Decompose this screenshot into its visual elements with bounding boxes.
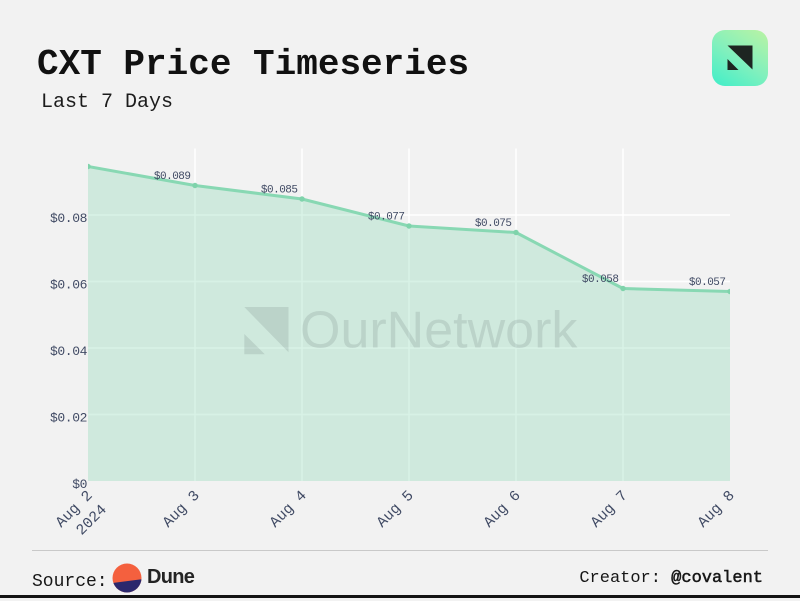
svg-text:$0.085: $0.085: [261, 185, 298, 197]
svg-text:$0.06: $0.06: [50, 278, 87, 293]
svg-text:$0.077: $0.077: [368, 212, 405, 224]
svg-text:Aug 4: Aug 4: [267, 488, 311, 532]
svg-text:$0.089: $0.089: [154, 171, 191, 183]
svg-text:$0: $0: [72, 477, 87, 492]
svg-text:Aug 7: Aug 7: [588, 488, 632, 532]
svg-text:$0.02: $0.02: [50, 411, 87, 426]
svg-text:$0.04: $0.04: [50, 344, 88, 359]
svg-text:$0.08: $0.08: [50, 211, 87, 226]
svg-text:Aug 5: Aug 5: [374, 488, 418, 532]
svg-text:$0.075: $0.075: [475, 218, 512, 230]
svg-text:OurNetwork: OurNetwork: [300, 302, 578, 360]
svg-text:Aug 22024: Aug 22024: [53, 488, 111, 546]
svg-text:Aug 6: Aug 6: [481, 488, 525, 532]
svg-text:Aug 8: Aug 8: [695, 488, 739, 532]
svg-text:Aug 3: Aug 3: [160, 488, 204, 532]
svg-text:$0.058: $0.058: [582, 274, 619, 286]
svg-text:$0.057: $0.057: [689, 277, 726, 289]
